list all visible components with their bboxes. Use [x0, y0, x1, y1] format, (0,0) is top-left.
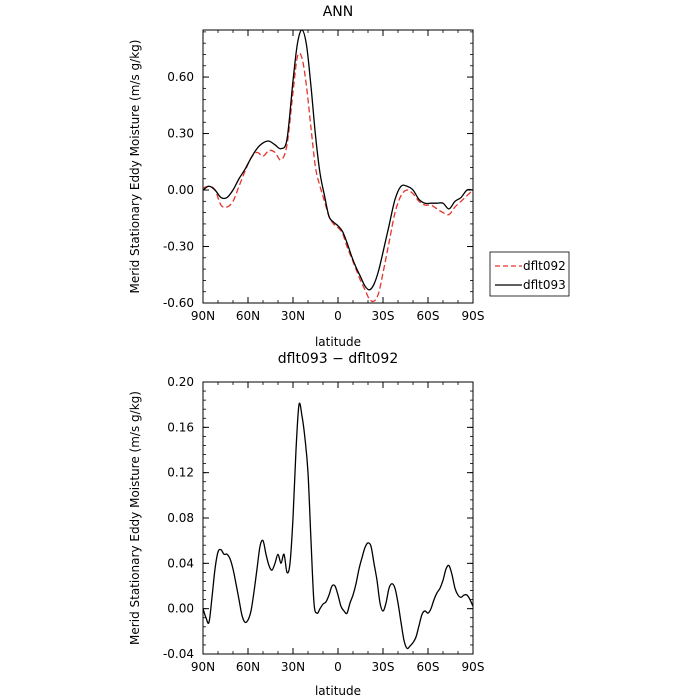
x-axis: 90N 60N 30N 0 30S 60S 90S: [191, 30, 485, 323]
x-tick-label: 30S: [372, 660, 395, 674]
y-tick-label: 0.16: [167, 420, 194, 434]
x-tick-label: 90N: [191, 660, 215, 674]
chart-title: dflt093 − dflt092: [278, 351, 398, 367]
y-tick-label: 0.00: [167, 602, 194, 616]
legend-label-dflt092: dflt092: [523, 259, 566, 273]
chart-panel-difference: dflt093 − dflt092 -0.04 0.00 0.04 0.08 0.12 0…: [128, 351, 484, 698]
y-axis-label: Merid Stationary Eddy Moisture (m/s g/kg…: [128, 391, 142, 645]
x-tick-label: 60N: [236, 309, 260, 323]
y-tick-label: 0.12: [167, 466, 194, 480]
series-line-dflt093: [202, 29, 474, 291]
y-tick-label: 0.20: [167, 375, 194, 389]
series-layer: [202, 402, 474, 650]
y-tick-label: -0.60: [163, 296, 194, 310]
x-tick-label: 0: [334, 309, 342, 323]
x-tick-label: 60S: [417, 309, 440, 323]
series-line-dflt092: [202, 52, 474, 303]
y-tick-label: -0.04: [163, 647, 194, 661]
x-axis-label: latitude: [315, 684, 361, 698]
series-line-series-0: [202, 402, 474, 650]
x-tick-label: 0: [334, 660, 342, 674]
y-tick-label: 0.30: [167, 127, 194, 141]
x-tick-label: 30S: [372, 309, 395, 323]
x-tick-label: 60S: [417, 660, 440, 674]
y-axis-label: Merid Stationary Eddy Moisture (m/s g/kg…: [128, 40, 142, 294]
x-tick-label: 30N: [281, 660, 305, 674]
plot-frame: [202, 29, 474, 304]
y-axis: -0.04 0.00 0.04 0.08 0.12 0.16 0.20: [163, 375, 473, 661]
legend-box: [489, 251, 570, 297]
x-tick-label: 90S: [462, 309, 485, 323]
legend-label-dflt093: dflt093: [523, 278, 566, 292]
x-tick-label: 90N: [191, 309, 215, 323]
y-tick-label: -0.30: [163, 240, 194, 254]
legend: dflt092 dflt093: [489, 251, 570, 297]
y-tick-label: 0.60: [167, 70, 194, 84]
y-tick-label: 0.08: [167, 511, 194, 525]
y-tick-label: 0.00: [167, 183, 194, 197]
x-axis-label: latitude: [315, 335, 361, 349]
y-tick-label: 0.04: [167, 556, 194, 570]
chart-title: ANN: [323, 4, 354, 20]
x-axis: 90N 60N 30N 0 30S 60S 90S: [191, 382, 485, 674]
plot-frame: [202, 381, 474, 655]
series-layer: [202, 29, 474, 303]
x-tick-label: 90S: [462, 660, 485, 674]
chart-panel-ann: ANN -0.60 -0.30 0.00 0.30 0.60 90N 60N 30N 0 30S…: [128, 4, 570, 349]
y-axis: -0.60 -0.30 0.00 0.30 0.60: [163, 31, 473, 310]
x-tick-label: 60N: [236, 660, 260, 674]
x-tick-label: 30N: [281, 309, 305, 323]
